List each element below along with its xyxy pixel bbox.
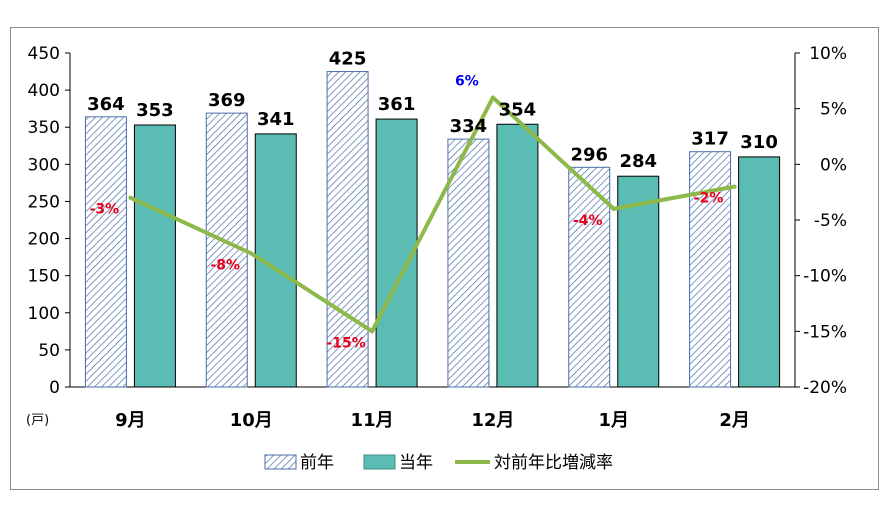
value-label-previous-year: 425 — [329, 49, 367, 70]
bar-previous-year — [326, 71, 369, 388]
legend-label-growth-rate: 対前年比増減率 — [494, 453, 613, 473]
left-axis-unit: (戸) — [26, 413, 49, 428]
growth-rate-label: -4% — [573, 213, 603, 229]
left-axis-tick-label: 350 — [28, 118, 60, 138]
bar-previous-year — [84, 116, 127, 388]
bar-current-year — [617, 175, 660, 388]
category-label: 9月 — [115, 410, 146, 431]
bar-current-year — [496, 123, 539, 388]
legend: 前年 当年 対前年比増減率 — [264, 453, 613, 473]
bar-current-year — [738, 156, 781, 388]
labels-layer: 364 353 369 341 425 361 334 354 296 284 317 310 -3% -… — [87, 49, 778, 352]
legend-swatch-previous-year — [264, 454, 297, 470]
growth-rate-point — [611, 206, 616, 211]
value-label-previous-year: 317 — [691, 129, 729, 150]
bar-previous-year — [447, 138, 490, 388]
legend-label-current-year: 当年 — [399, 453, 433, 473]
right-axis-tick-label: 10% — [809, 44, 847, 64]
category-label: 11月 — [351, 410, 394, 431]
left-axis-tick-label: 300 — [28, 155, 60, 175]
left-axis-tick-label: 450 — [28, 44, 60, 64]
category-label: 2月 — [719, 410, 750, 431]
value-label-current-year: 341 — [257, 109, 295, 130]
category-label: 12月 — [471, 410, 514, 431]
growth-rate-point — [370, 329, 375, 334]
right-axis-tick-label: -20% — [803, 378, 847, 398]
growth-rate-line — [129, 95, 735, 334]
right-axis-tick-label: -5% — [814, 211, 847, 231]
value-label-current-year: 361 — [378, 94, 416, 115]
growth-rate-point — [128, 195, 133, 200]
left-axis-tick-label: 50 — [38, 341, 60, 361]
line-layer — [128, 95, 737, 334]
bar-current-year — [375, 118, 418, 388]
legend-swatch-current-year — [363, 454, 396, 470]
left-axis-tick-label: 200 — [28, 230, 60, 250]
value-label-current-year: 310 — [740, 132, 778, 153]
growth-rate-label: 6% — [455, 74, 479, 90]
category-label: 10月 — [230, 410, 273, 431]
growth-rate-label: -3% — [90, 202, 120, 218]
growth-rate-label: -2% — [694, 191, 724, 207]
left-axis-tick-label: 250 — [28, 192, 60, 212]
right-axis-tick-label: 5% — [820, 100, 847, 120]
left-axis-tick-label: 150 — [28, 267, 60, 287]
right-axis-tick-label: 0% — [820, 155, 847, 175]
right-axis-tick-label: -10% — [803, 267, 847, 287]
growth-rate-point — [490, 95, 495, 100]
growth-rate-point — [249, 251, 254, 256]
bar-previous-year — [568, 166, 611, 388]
axes-layer: 0 50 100 150 200 250 300 350 400 450 -20% -15% -10% -… — [28, 44, 847, 431]
value-label-current-year: 284 — [619, 151, 657, 172]
left-axis-tick-label: 400 — [28, 81, 60, 101]
growth-rate-point — [732, 184, 737, 189]
category-label: 1月 — [598, 410, 629, 431]
right-axis-tick-label: -15% — [803, 322, 847, 342]
bar-current-year — [133, 124, 176, 388]
growth-rate-label: -8% — [210, 257, 240, 273]
bars-layer — [84, 71, 781, 388]
value-label-previous-year: 296 — [570, 144, 608, 165]
left-axis-tick-label: 0 — [49, 378, 60, 398]
legend-label-previous-year: 前年 — [300, 453, 334, 473]
value-label-previous-year: 369 — [208, 90, 246, 111]
value-label-previous-year: 364 — [87, 94, 125, 115]
value-label-current-year: 353 — [136, 100, 174, 121]
left-axis-tick-label: 100 — [28, 304, 60, 324]
value-label-previous-year: 334 — [450, 116, 488, 137]
value-label-current-year: 354 — [499, 99, 537, 120]
growth-rate-label: -15% — [326, 335, 365, 351]
